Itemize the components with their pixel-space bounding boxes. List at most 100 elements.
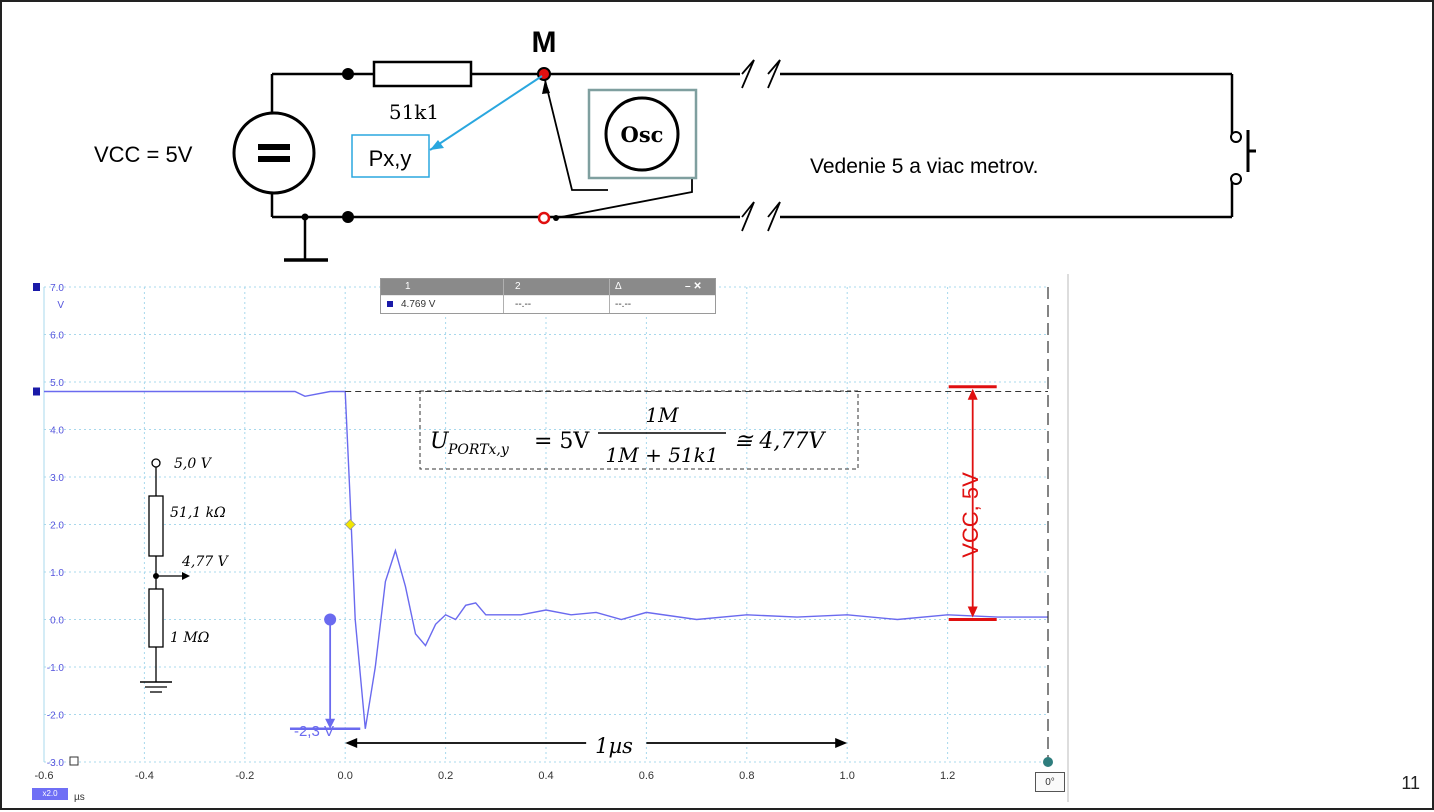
cursor-panel-controls[interactable]: – ✕ [685, 281, 702, 292]
x-tick-label: 0.6 [639, 770, 654, 782]
source-label: VCC = 5V [94, 142, 193, 167]
y-unit-label: V [57, 300, 64, 311]
undershoot-marker [324, 613, 337, 626]
vcc-span-arrow-top [967, 388, 978, 400]
node-label: M [532, 26, 557, 59]
cable-break-top [741, 59, 781, 89]
x-tick-label: -0.2 [235, 770, 254, 782]
duration-label: 1µs [595, 734, 633, 758]
probe-label: Px,y [369, 146, 412, 171]
channel-color-swatch [387, 301, 393, 307]
equation-subscript: PORTx,y [447, 442, 510, 458]
divider-resistor-r1 [148, 495, 164, 557]
x-unit-label: µs [74, 792, 85, 803]
divider-top-label: 5,0 V [174, 456, 213, 472]
cursor-col-2: 2 [515, 281, 521, 292]
divider-mid-label: 4,77 V [181, 554, 230, 570]
x-tick-label: 0.8 [739, 770, 754, 782]
equation-lhs: U [430, 429, 450, 454]
junction-top [342, 68, 354, 80]
junction-bottom [342, 211, 354, 223]
x-tick-label: 1.0 [840, 770, 855, 782]
divider-r2-label: 1 MΩ [170, 630, 210, 646]
y-tick-label: -3.0 [47, 758, 65, 769]
y-tick-label: 2.0 [50, 521, 64, 532]
cursor-col-1: 1 [405, 281, 411, 292]
channel-range-marker [33, 283, 40, 291]
duration-arrow-head-left [345, 738, 358, 748]
page-number: 11 [1401, 773, 1420, 793]
y-tick-label: 0.0 [50, 616, 64, 627]
divider-top-terminal [151, 458, 161, 468]
cursor-panel-divider-1 [503, 279, 504, 313]
signal-trace [44, 390, 1048, 729]
x-tick-label: 0.2 [438, 770, 453, 782]
vcc-span-arrow-bottom [967, 606, 978, 618]
annotations [289, 287, 1053, 767]
x-tick-label: 0.0 [338, 770, 353, 782]
y-tick-label: -1.0 [47, 663, 65, 674]
divider-output-arrow-head [182, 572, 190, 580]
plot-grid [43, 286, 1048, 763]
y-tick-label: 6.0 [50, 331, 64, 342]
cursor-col-delta: Δ [615, 281, 622, 292]
probe-ground-dot [537, 211, 551, 225]
dc-source-bar-top [258, 144, 290, 150]
vcc-span-label: VCC, 5V [958, 472, 983, 558]
equation-box [419, 390, 859, 470]
cursor-value-delta: --.-- [615, 299, 632, 310]
cursor-panel-header[interactable]: 1 2 Δ – ✕ [381, 279, 715, 295]
circuit-schematic: M 51k1 VCC = 5V Px,y Osc Vedenie 5 a via… [94, 26, 1256, 262]
y-tick-label: 5.0 [50, 378, 64, 389]
resistor-51k1 [372, 60, 473, 88]
equation-denominator: 1M + 51k1 [606, 443, 719, 467]
cursor-value-2: --.-- [515, 299, 532, 310]
cursor-panel-row: 4.769 V --.-- --.-- [381, 296, 715, 313]
switch-contact-top [1230, 131, 1242, 143]
cursor-panel-divider-2 [609, 279, 610, 313]
undershoot-label: -2,3 V [294, 723, 334, 740]
x-tick-label: 1.2 [940, 770, 955, 782]
trigger-level-marker [69, 756, 79, 766]
x-tick-label: -0.4 [135, 770, 154, 782]
divider-resistor-r2 [148, 588, 164, 648]
angle-readout: 0° [1035, 772, 1065, 792]
osc-lead-signal [544, 79, 608, 191]
y-tick-label: 7.0 [50, 283, 64, 294]
trigger-time-marker [1043, 757, 1053, 767]
x-tick-label: 0.4 [538, 770, 553, 782]
probe-arrow [429, 75, 543, 151]
equation-numerator: 1M [645, 403, 679, 427]
trigger-point [344, 518, 356, 531]
junction-ground [301, 213, 309, 221]
undershoot-arrow-head [325, 718, 336, 729]
dc-source-bar-bottom [258, 156, 290, 162]
channel-offset-marker [33, 387, 40, 396]
divider-r1-label: 51,1 kΩ [170, 505, 226, 521]
resistor-label: 51k1 [389, 100, 439, 124]
cursor-readout-panel[interactable]: 1 2 Δ – ✕ 4.769 V --.-- --.-- [380, 278, 716, 314]
oscilloscope-symbol [604, 96, 680, 172]
equation-result: ≅ 4,77V [734, 429, 826, 454]
y-tick-label: 4.0 [50, 426, 64, 437]
dc-source-symbol [232, 111, 316, 195]
osc-lead-ground [555, 178, 693, 219]
x-tick-label: -0.6 [35, 770, 54, 782]
probe-box [351, 134, 430, 178]
y-tick-label: -2.0 [47, 711, 65, 722]
y-tick-label: 3.0 [50, 473, 64, 484]
divider-midpoint [153, 573, 159, 579]
plot-axes: -0.6 -0.4 -0.2 0.0 0.2 0.4 0.6 0.8 1.0 1.2 7.0 6.0 5… [33, 283, 955, 782]
scope-label: Osc [621, 122, 664, 147]
equation-equals: = 5V [534, 429, 590, 454]
probe-arrow-head [430, 140, 444, 150]
zoom-badge[interactable]: x2.0 [32, 788, 68, 800]
cursor-value-1: 4.769 V [401, 299, 436, 310]
cable-label: Vedenie 5 a viac metrov. [810, 155, 1038, 178]
switch-contact-bottom [1230, 173, 1242, 185]
duration-arrow-head-right [835, 738, 848, 748]
cable-break-bottom [741, 201, 781, 232]
y-tick-label: 1.0 [50, 568, 64, 579]
osc-lead-arrow [542, 80, 550, 94]
